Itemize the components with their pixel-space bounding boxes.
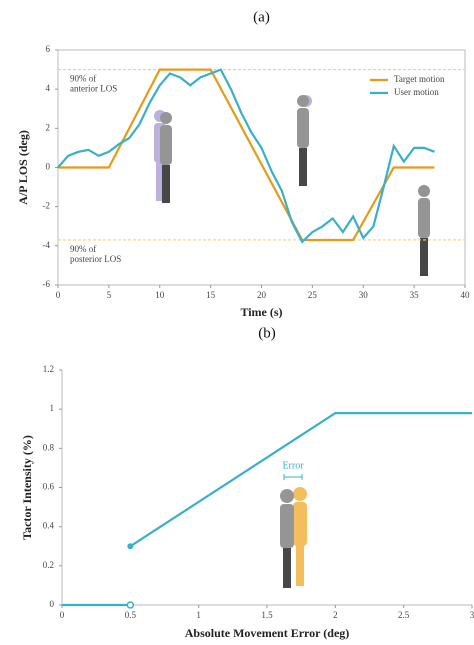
x-tick-label: 1.5	[261, 610, 273, 620]
y-tick-label: -4	[43, 240, 51, 250]
y-tick-label: 0	[46, 162, 51, 172]
y-tick-label: -6	[43, 279, 51, 289]
y-tick-label: 1.2	[43, 364, 54, 374]
y-axis-label: Tactor Intensity (%)	[20, 435, 34, 540]
figure: (a)Time (s)A/P LOS (deg)-6-4-20246051015…	[0, 0, 474, 645]
y-tick-label: 0.4	[43, 521, 55, 531]
x-tick-label: 20	[257, 290, 267, 300]
y-axis-label: A/P LOS (deg)	[16, 130, 30, 205]
x-tick-label: 1	[196, 610, 201, 620]
x-tick-label: 5	[107, 290, 112, 300]
reference-label: 90% of	[70, 244, 96, 254]
x-tick-label: 15	[206, 290, 216, 300]
chart-title: (a)	[253, 9, 270, 25]
y-tick-label: -2	[43, 201, 51, 211]
x-axis-label: Absolute Movement Error (deg)	[185, 626, 350, 640]
y-tick-label: 0	[50, 599, 55, 609]
x-axis-label: Time (s)	[240, 305, 282, 319]
y-tick-label: 1	[50, 403, 55, 413]
x-tick-label: 35	[410, 290, 420, 300]
series-line	[58, 70, 435, 240]
x-tick-label: 25	[308, 290, 318, 300]
legend-label: Target motion	[394, 74, 445, 84]
y-tick-label: 0.2	[43, 560, 54, 570]
y-tick-label: 4	[46, 83, 51, 93]
x-tick-label: 2	[333, 610, 338, 620]
x-tick-label: 0.5	[125, 610, 137, 620]
chart-title: (b)	[258, 325, 276, 341]
x-tick-label: 3	[470, 610, 474, 620]
x-tick-label: 0	[60, 610, 65, 620]
reference-label: anterior LOS	[70, 84, 117, 94]
annotation: Error	[282, 460, 304, 471]
y-tick-label: 0.6	[43, 482, 55, 492]
reference-label: 90% of	[70, 74, 96, 84]
endpoint-closed	[127, 543, 133, 549]
annotation-bracket	[284, 474, 302, 480]
endpoint-open	[127, 602, 133, 608]
y-tick-label: 6	[46, 44, 51, 54]
x-tick-label: 40	[461, 290, 471, 300]
x-tick-label: 10	[155, 290, 165, 300]
x-tick-label: 2.5	[398, 610, 410, 620]
legend-label: User motion	[394, 87, 439, 97]
x-tick-label: 0	[56, 290, 61, 300]
y-tick-label: 2	[46, 122, 51, 132]
reference-label: posterior LOS	[70, 254, 121, 264]
y-tick-label: 0.8	[43, 442, 55, 452]
x-tick-label: 30	[359, 290, 369, 300]
